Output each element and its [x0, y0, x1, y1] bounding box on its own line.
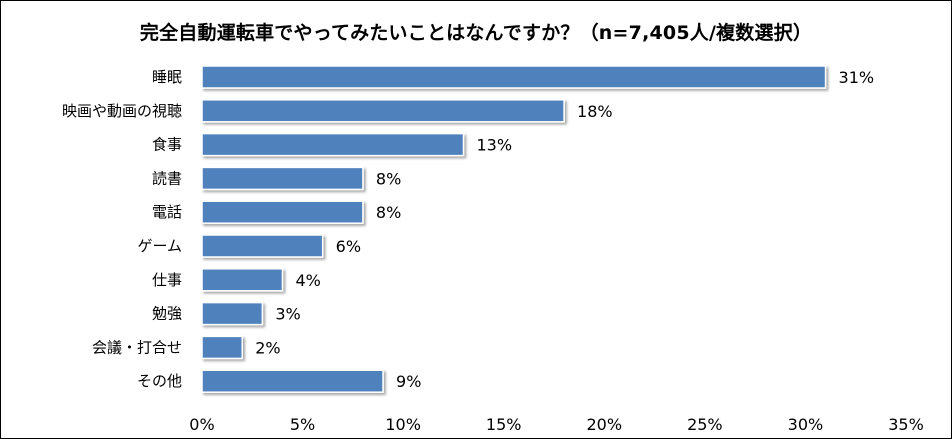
bar-series: [201, 65, 827, 393]
bar: [201, 65, 827, 89]
category-label: 仕事: [152, 271, 182, 289]
category-label: 食事: [152, 136, 182, 154]
bar: [201, 335, 243, 360]
x-tick-label: 30%: [788, 415, 824, 434]
data-label: 3%: [275, 305, 300, 324]
category-label: 映画や動画の視聴: [62, 102, 182, 120]
category-label: 睡眠: [152, 68, 182, 86]
data-label: 31%: [839, 68, 875, 87]
bar: [201, 99, 565, 123]
bar: [201, 132, 465, 157]
category-label: ゲーム: [137, 237, 182, 255]
bar: [201, 200, 364, 224]
x-tick-label: 20%: [587, 415, 623, 434]
data-label: 2%: [255, 338, 280, 357]
data-label: 6%: [336, 237, 361, 256]
x-tick-label: 15%: [486, 415, 522, 434]
bar: [201, 369, 384, 393]
x-tick-label: 25%: [687, 415, 723, 434]
data-label: 13%: [476, 136, 512, 155]
x-tick-label: 0%: [189, 415, 214, 434]
value-labels: 31% 18% 13% 8% 8% 6% 4% 3% 2% 9%: [255, 68, 874, 391]
bar: [201, 166, 364, 191]
x-axis-ticks: 0% 5% 10% 15% 20% 25% 30% 35%: [189, 415, 923, 434]
chart-title: 完全自動運転車でやってみたいことはなんですか？（n=7,405人/複数選択）: [139, 22, 813, 44]
category-label: その他: [137, 372, 182, 390]
data-label: 8%: [376, 169, 401, 188]
x-tick-label: 35%: [888, 415, 924, 434]
category-label: 会議・打合せ: [92, 338, 182, 356]
data-label: 18%: [577, 102, 613, 121]
bar: [201, 268, 284, 292]
data-label: 4%: [295, 271, 320, 290]
x-tick-label: 5%: [290, 415, 315, 434]
bar: [201, 234, 324, 258]
x-tick-label: 10%: [385, 415, 421, 434]
category-label: 勉強: [152, 305, 182, 323]
category-label: 読書: [152, 169, 182, 187]
data-label: 8%: [376, 203, 401, 222]
bar: [201, 301, 264, 326]
data-label: 9%: [396, 372, 421, 391]
category-label: 電話: [152, 203, 182, 221]
